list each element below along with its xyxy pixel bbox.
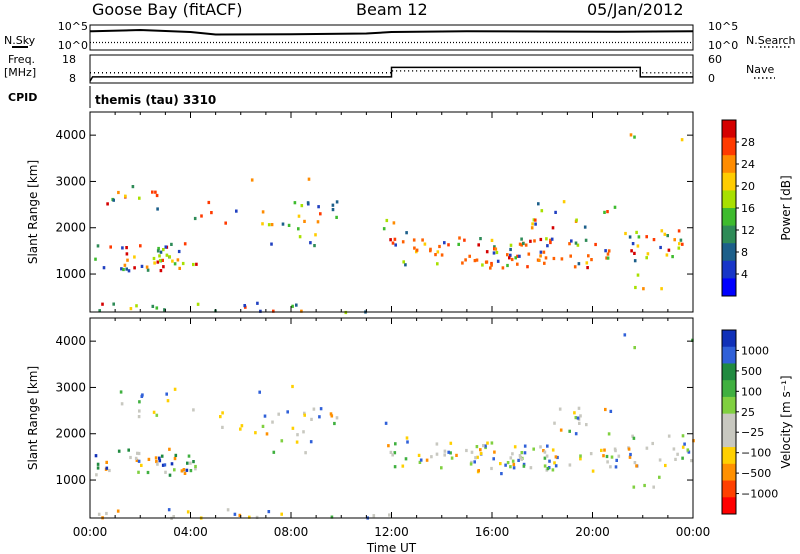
velocity-colorbar-segment xyxy=(722,413,736,431)
nsearch-tick-low: 10^0 xyxy=(708,39,738,52)
power-colorbar-segment xyxy=(722,137,736,156)
time-tick-label: 16:00 xyxy=(475,525,510,539)
velocity-colorbar-segment xyxy=(722,447,736,465)
velocity-colorbar-frame xyxy=(721,329,737,515)
power-ytick-label: 1000 xyxy=(55,267,86,281)
beam-title: Beam 12 xyxy=(356,0,428,19)
velocity-colorbar-title: Velocity [m s⁻¹] xyxy=(779,375,793,468)
velocity-colorbar-label: 1000 xyxy=(741,344,769,357)
time-axis-title: Time UT xyxy=(366,541,417,554)
velocity-panel-frame xyxy=(89,317,694,519)
power-colorbar-segment xyxy=(722,208,736,227)
power-colorbar-segment xyxy=(722,120,736,139)
power-colorbar-label: 4 xyxy=(741,268,748,281)
velocity-colorbar-segment xyxy=(722,346,736,364)
station-title: Goose Bay (fitACF) xyxy=(92,0,243,19)
power-colorbar-label: 20 xyxy=(741,180,755,193)
velocity-colorbar-segment xyxy=(722,463,736,482)
freq-panel-frame xyxy=(89,54,694,84)
power-colorbar-segment xyxy=(722,190,736,209)
noise-panel-frame xyxy=(89,24,694,51)
velocity-ytick-label: 3000 xyxy=(55,380,86,394)
nsky-label: N.Sky xyxy=(4,34,36,47)
velocity-colorbar-label: 25 xyxy=(741,406,755,419)
nave-tick-60: 60 xyxy=(708,53,722,66)
noise-series-0 xyxy=(90,28,694,36)
velocity-colorbar-segment xyxy=(722,497,736,515)
nsearch-label: N.Search xyxy=(746,34,796,47)
velocity-colorbar-segment xyxy=(722,480,736,498)
time-tick-label: 12:00 xyxy=(374,525,409,539)
freq-tick-18: 18 xyxy=(62,53,76,66)
power-ytick-label: 2000 xyxy=(55,221,86,235)
power-colorbar-segment xyxy=(722,278,736,297)
power-colorbar-label: 24 xyxy=(741,158,755,171)
power-ytick-label: 4000 xyxy=(55,128,86,142)
power-colorbar-label: 28 xyxy=(741,136,755,149)
nsearch-tick-high: 10^5 xyxy=(708,20,738,33)
velocity-colorbar-label: −25 xyxy=(741,426,764,439)
velocity-ylabel: Slant Range [km] xyxy=(26,366,40,470)
velocity-colorbar-label: −1000 xyxy=(741,488,778,501)
nsky-tick-low: 10^0 xyxy=(58,39,88,52)
velocity-colorbar-label: −100 xyxy=(741,447,771,460)
power-colorbar-title: Power [dB] xyxy=(779,175,793,240)
freq-label: Freq. xyxy=(8,53,35,66)
nsky-tick-high: 10^5 xyxy=(58,20,88,33)
power-colorbar-label: 16 xyxy=(741,202,755,215)
nave-label: Nave xyxy=(746,63,774,76)
power-colorbar-segment xyxy=(722,243,736,262)
power-panel-frame xyxy=(89,111,694,313)
velocity-ytick-label: 1000 xyxy=(55,473,86,487)
velocity-colorbar-label: −500 xyxy=(741,467,771,480)
velocity-colorbar-segment xyxy=(722,330,736,348)
velocity-colorbar-label: 500 xyxy=(741,365,762,378)
cpid-value: themis (tau) 3310 xyxy=(95,93,216,107)
velocity-colorbar-segment xyxy=(722,396,736,415)
time-tick-label: 00:00 xyxy=(676,525,711,539)
power-ytick-label: 3000 xyxy=(55,174,86,188)
velocity-colorbar-segment xyxy=(722,430,736,448)
time-tick-label: 08:00 xyxy=(274,525,309,539)
power-colorbar-segment xyxy=(722,172,736,191)
time-tick-label: 20:00 xyxy=(575,525,610,539)
power-ylabel: Slant Range [km] xyxy=(26,160,40,264)
velocity-ytick-label: 4000 xyxy=(55,334,86,348)
power-colorbar-segment xyxy=(722,225,736,244)
power-colorbar-label: 12 xyxy=(741,224,755,237)
power-colorbar-segment xyxy=(722,155,736,174)
date-title: 05/Jan/2012 xyxy=(587,0,684,19)
power-pixels xyxy=(94,133,684,315)
freq-tick-8: 8 xyxy=(69,72,76,85)
power-colorbar-segment xyxy=(722,260,736,279)
time-tick-label: 04:00 xyxy=(173,525,208,539)
nave-tick-0: 0 xyxy=(708,72,715,85)
freq-unit-label: [MHz] xyxy=(4,66,36,79)
freq-series-0 xyxy=(89,66,693,82)
time-tick-label: 00:00 xyxy=(73,525,108,539)
velocity-colorbar-segment xyxy=(722,363,736,381)
velocity-pixels xyxy=(94,333,695,520)
velocity-colorbar-segment xyxy=(722,380,736,398)
cpid-label: CPID xyxy=(8,91,37,104)
velocity-colorbar-label: 100 xyxy=(741,385,762,398)
power-colorbar-label: 8 xyxy=(741,246,748,259)
velocity-ytick-label: 2000 xyxy=(55,427,86,441)
